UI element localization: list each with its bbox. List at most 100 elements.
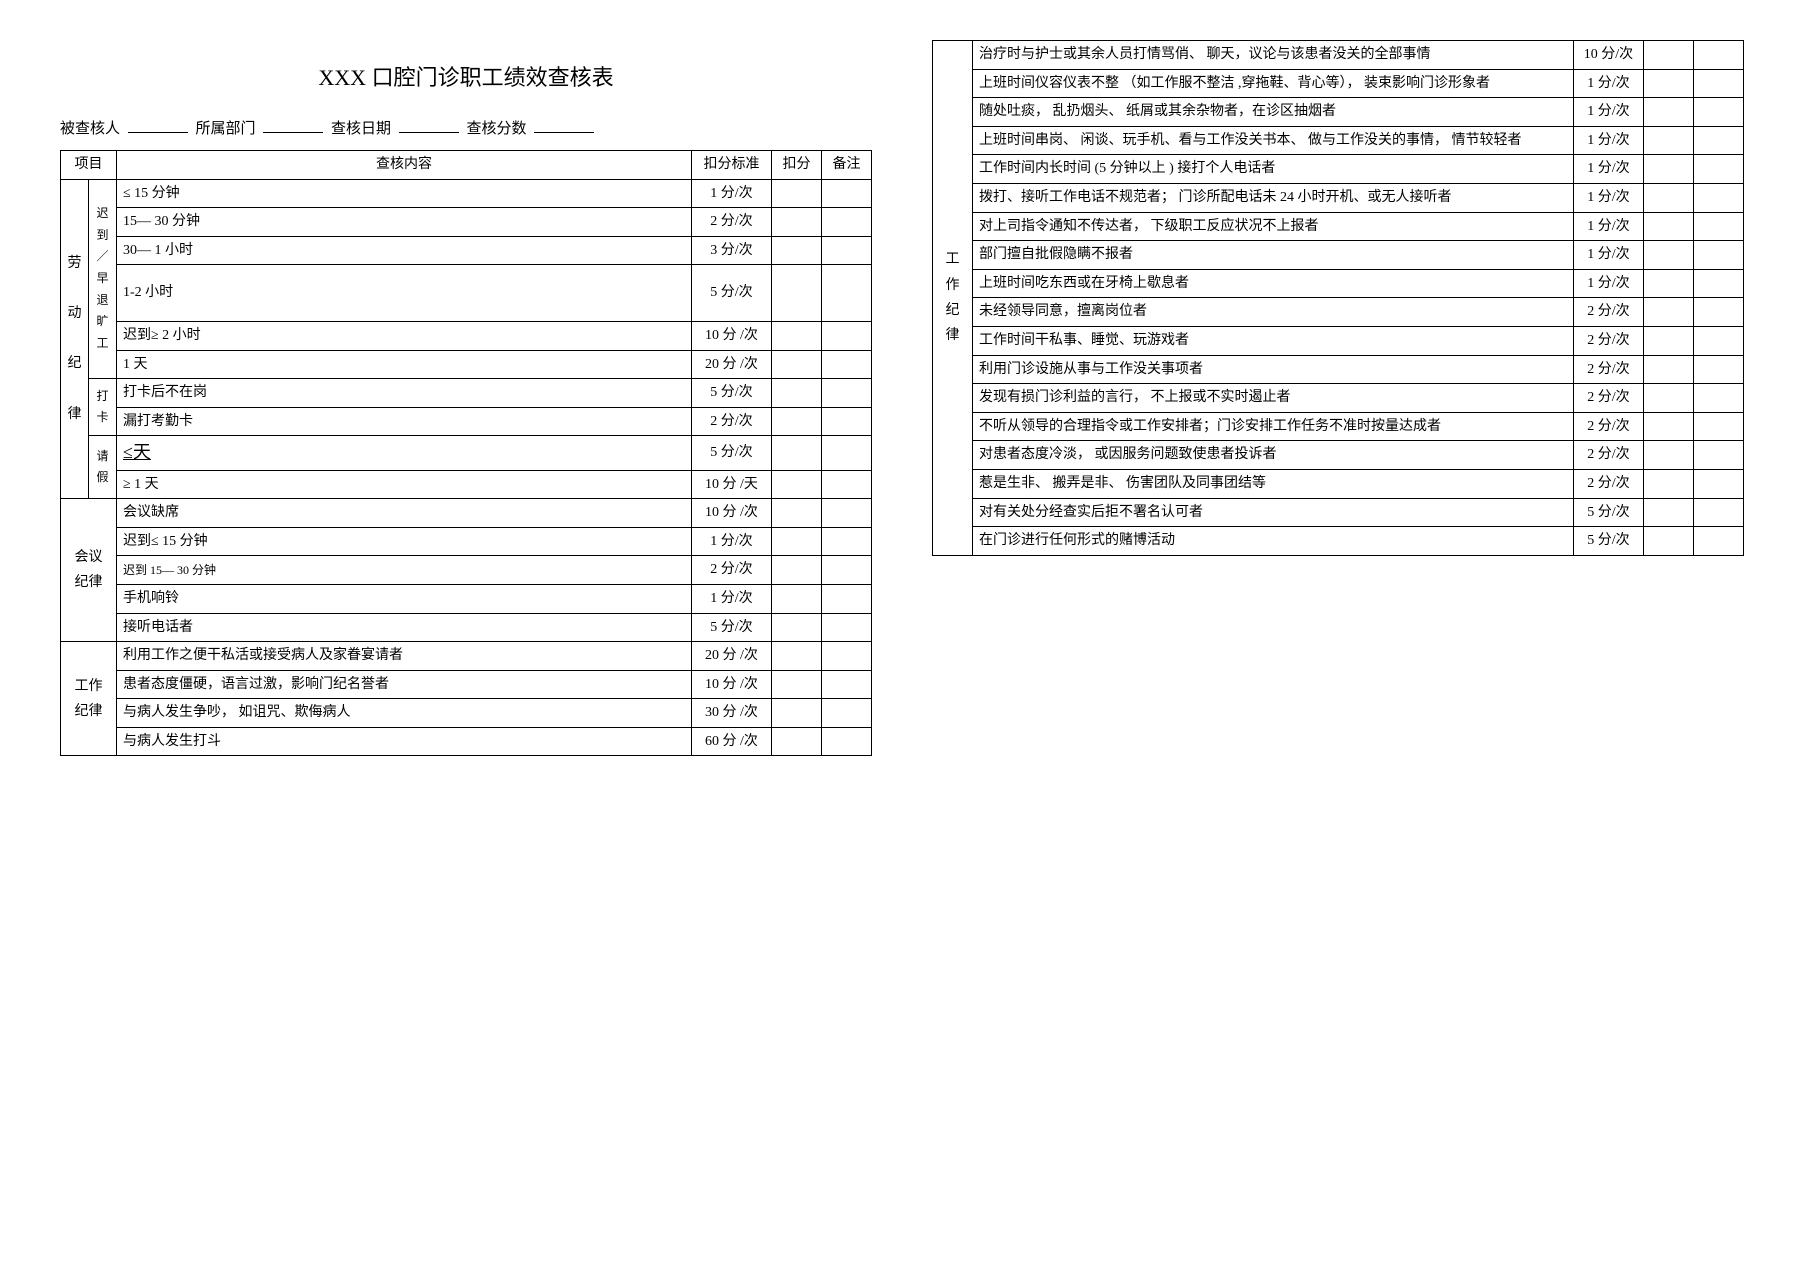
meta-score-label: 查核分数 [467,121,527,137]
cell-note [822,407,872,436]
hdr-score: 扣分 [772,151,822,180]
cell-content: 接听电话者 [117,613,692,642]
cell-content: 发现有损门诊利益的言行， 不上报或不实时遏止者 [973,384,1574,413]
cell-note [1694,126,1744,155]
cat-labor: 劳 动 纪 律 [61,179,89,499]
cell-content: 随处吐痰， 乱扔烟头、 纸屑或其余杂物者，在诊区抽烟者 [973,98,1574,127]
cell-note [822,436,872,470]
cell-std: 10 分 /次 [692,499,772,528]
cell-std: 60 分 /次 [692,727,772,756]
cat-work-right: 工作 纪律 [933,41,973,556]
cell-content: ≤天 [117,436,692,470]
table-row: 部门擅自批假隐瞒不报者1 分/次 [933,241,1744,270]
cell-std: 5 分/次 [692,613,772,642]
cell-std: 30 分 /次 [692,699,772,728]
cell-content: 漏打考勤卡 [117,407,692,436]
cell-note [822,208,872,237]
cell-std: 5 分/次 [692,436,772,470]
cell-std: 2 分/次 [1574,326,1644,355]
cell-score [772,436,822,470]
table-row: 迟到≥ 2 小时 10 分 /次 [61,321,872,350]
cell-note [1694,98,1744,127]
cell-std: 5 分/次 [692,265,772,322]
cell-std: 2 分/次 [1574,469,1644,498]
cell-std: 2 分/次 [692,556,772,585]
cell-content: 部门擅自批假隐瞒不报者 [973,241,1574,270]
cell-note [1694,384,1744,413]
cell-score [1644,69,1694,98]
cell-note [822,584,872,613]
page-title: XXX 口腔门诊职工绩效查核表 [60,60,872,92]
table-row: 与病人发生打斗 60 分 /次 [61,727,872,756]
cell-note [822,699,872,728]
cell-score [1644,527,1694,556]
table-row: 请 假 ≤天 5 分/次 [61,436,872,470]
cell-score [1644,126,1694,155]
cell-std: 10 分 /次 [692,670,772,699]
cell-content: 对有关处分经查实后拒不署名认可者 [973,498,1574,527]
table-row: 惹是生非、 搬弄是非、 伤害团队及同事团结等2 分/次 [933,469,1744,498]
sub-leave: 请 假 [89,436,117,499]
cell-score [772,670,822,699]
table-row: 对患者态度冷淡， 或因服务问题致使患者投诉者2 分/次 [933,441,1744,470]
cell-std: 1 分/次 [692,179,772,208]
cell-std: 5 分/次 [1574,527,1644,556]
cell-content: 15— 30 分钟 [117,208,692,237]
cell-note [822,613,872,642]
cell-note [1694,527,1744,556]
cell-note [1694,241,1744,270]
cell-note [1694,41,1744,70]
cell-content: ≤ 15 分钟 [117,179,692,208]
cell-score [1644,469,1694,498]
cell-std: 20 分 /次 [692,350,772,379]
table-row: 会议 纪律 会议缺席 10 分 /次 [61,499,872,528]
cell-score [772,699,822,728]
cell-content: 迟到≤ 15 分钟 [117,527,692,556]
cell-content: 未经领导同意，擅离岗位者 [973,298,1574,327]
cell-note [1694,69,1744,98]
table-row: 劳 动 纪 律 迟 到 ／ 早 退 旷 工 ≤ 15 分钟 1 分/次 [61,179,872,208]
cell-score [772,642,822,671]
cell-std: 1 分/次 [1574,241,1644,270]
cell-score [772,407,822,436]
cell-score [772,350,822,379]
cell-content: 与病人发生打斗 [117,727,692,756]
cell-std: 10 分/次 [1574,41,1644,70]
table-row: 在门诊进行任何形式的赌博活动5 分/次 [933,527,1744,556]
cell-content: 对上司指令通知不传达者， 下级职工反应状况不上报者 [973,212,1574,241]
cell-score [772,470,822,499]
hdr-standard: 扣分标准 [692,151,772,180]
left-column: XXX 口腔门诊职工绩效查核表 被查核人 所属部门 查核日期 查核分数 项目 查… [60,40,872,756]
cell-content: 对患者态度冷淡， 或因服务问题致使患者投诉者 [973,441,1574,470]
cell-score [1644,98,1694,127]
cell-content: 30— 1 小时 [117,236,692,265]
cell-score [1644,326,1694,355]
table-row: 未经领导同意，擅离岗位者2 分/次 [933,298,1744,327]
sub-late: 迟 到 ／ 早 退 旷 工 [89,179,117,379]
cell-score [772,179,822,208]
cell-content: 迟到 15— 30 分钟 [117,556,692,585]
cell-note [822,321,872,350]
cell-std: 1 分/次 [1574,183,1644,212]
cell-content: 患者态度僵硬，语言过激，影响门纪名誉者 [117,670,692,699]
table-row: ≥ 1 天 10 分 /天 [61,470,872,499]
table-row: 工作时间内长时间 (5 分钟以上 ) 接打个人电话者1 分/次 [933,155,1744,184]
cell-score [1644,269,1694,298]
table-row: 拨打、接听工作电话不规范者； 门诊所配电话未 24 小时开机、或无人接听者1 分… [933,183,1744,212]
cell-content: 治疗时与护士或其余人员打情骂俏、 聊天，议论与该患者没关的全部事情 [973,41,1574,70]
table-row: 接听电话者 5 分/次 [61,613,872,642]
table-row: 1-2 小时 5 分/次 [61,265,872,322]
cell-content: 上班时间仪容仪表不整 （如工作服不整洁 ,穿拖鞋、背心等）， 装束影响门诊形象者 [973,69,1574,98]
cell-score [772,236,822,265]
cell-score [772,527,822,556]
cell-note [822,642,872,671]
cell-std: 1 分/次 [1574,212,1644,241]
table-row: 工作时间干私事、睡觉、玩游戏者2 分/次 [933,326,1744,355]
cell-std: 2 分/次 [692,208,772,237]
cell-std: 10 分 /次 [692,321,772,350]
cell-note [1694,326,1744,355]
cell-content: 惹是生非、 搬弄是非、 伤害团队及同事团结等 [973,469,1574,498]
cell-note [822,179,872,208]
right-table: 工作 纪律治疗时与护士或其余人员打情骂俏、 聊天，议论与该患者没关的全部事情10… [932,40,1744,556]
cell-note [1694,355,1744,384]
